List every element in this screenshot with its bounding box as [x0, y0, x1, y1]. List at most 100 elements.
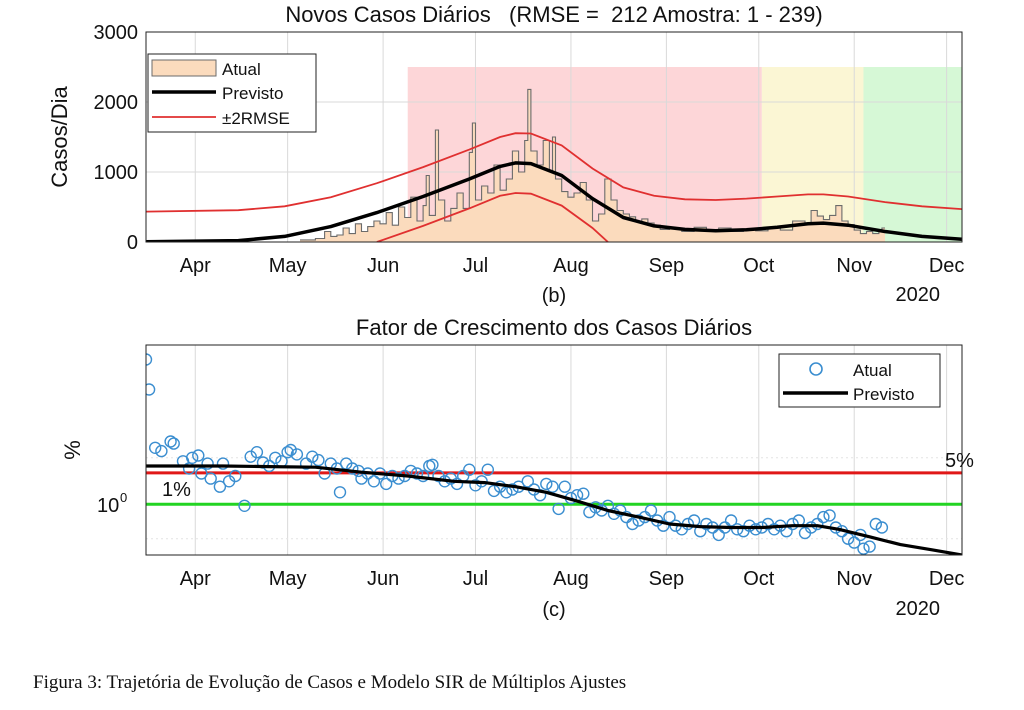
chart-c-point-9: [192, 449, 205, 462]
chart-c-point-3: [155, 444, 168, 458]
chart-b-sublabel: (b): [542, 285, 566, 307]
chart-c-point-111: [811, 517, 824, 531]
chart-c-point-10: [195, 467, 208, 480]
chart-c-point-81: [626, 517, 639, 531]
chart-c-series: [146, 353, 962, 555]
chart-c-point-58: [481, 463, 494, 476]
chart-c-point-82: [632, 514, 645, 527]
chart-c-y-tick-label-exponent: 0: [120, 490, 127, 505]
chart-b-legend-label-rmse: ±2RMSE: [222, 109, 290, 128]
chart-c-point-11: [201, 457, 214, 470]
chart-c-y-tick-labels: 10 0: [97, 490, 127, 517]
chart-b-y-tick-label-0: 0: [127, 232, 138, 254]
chart-c-reference-label-1: 1%: [162, 479, 191, 501]
chart-c-point-25: [284, 443, 297, 457]
chart-c-forecast-line: [146, 464, 962, 555]
chart-c-x-tick-label-4: Aug: [553, 568, 589, 590]
chart-c-legend-label-atual: Atual: [853, 361, 892, 380]
chart-c-point-117: [848, 536, 861, 549]
chart-c-point-29: [312, 453, 325, 467]
chart-c-point-101: [749, 523, 762, 536]
chart-c-point-16: [229, 469, 242, 483]
chart-c-point-122: [875, 521, 889, 534]
chart-c-point-8: [185, 451, 199, 464]
chart-c-point-39: [367, 475, 381, 488]
chart-c-point-70: [558, 480, 571, 493]
chart-b-axes-box: [145, 31, 963, 243]
chart-c-point-98: [731, 523, 744, 536]
chart-b-upper-bound-line: [146, 132, 962, 213]
chart-b-y-tick-labels: 0 1000 2000 3000: [94, 22, 139, 254]
chart-c-point-1: [146, 383, 156, 396]
chart-c-point-113: [823, 509, 836, 522]
chart-c-point-26: [290, 448, 304, 461]
chart-c-point-73: [577, 487, 590, 500]
chart-c-point-12: [204, 472, 217, 485]
chart-c-point-18: [244, 450, 257, 463]
chart-c-point-43: [392, 472, 405, 485]
chart-c-point-5: [167, 437, 180, 450]
chart-c-x-tick-label-7: Nov: [836, 568, 872, 590]
chart-c-point-13: [213, 480, 227, 493]
chart-b-ylabel: Casos/Dia: [47, 85, 72, 187]
chart-c-point-86: [657, 519, 670, 532]
chart-b-year-label: 2020: [896, 284, 941, 306]
chart-c-point-53: [450, 477, 464, 491]
chart-c-sublabel: (c): [542, 599, 565, 621]
chart-c-legend-box: [778, 353, 941, 408]
chart-c-x-tick-label-0: Apr: [180, 568, 211, 590]
chart-c-legend: Atual Previsto: [778, 353, 941, 408]
chart-c-point-110: [804, 521, 818, 534]
chart-c-point-120: [863, 540, 876, 553]
chart-c-point-67: [540, 477, 553, 491]
chart-c-x-tick-labels: Apr May Jun Jul Aug Sep Oct Nov Dec: [180, 568, 965, 590]
chart-c-point-104: [768, 523, 781, 536]
chart-b-x-tick-label-1: May: [269, 255, 307, 277]
chart-b-forecast-line: [146, 161, 962, 242]
chart-b-legend-swatch-atual: [151, 59, 217, 77]
chart-b-series: [146, 88, 962, 242]
chart-c-reference-label-0: 5%: [945, 450, 974, 472]
chart-b: 0 1000 2000 3000 Apr May Jun Jul Aug Sep Oct Nov De…: [47, 2, 964, 307]
chart-b-x-tick-label-4: Aug: [553, 255, 589, 277]
chart-b-x-tick-labels: Apr May Jun Jul Aug Sep Oct Nov Dec: [180, 255, 965, 277]
chart-c-legend-label-previsto: Previsto: [853, 385, 914, 404]
chart-b-actual-outline: [300, 88, 885, 241]
chart-c-point-35: [346, 462, 359, 475]
chart-b-x-tick-label-2: Jun: [367, 255, 399, 277]
chart-b-legend-label-previsto: Previsto: [222, 84, 283, 103]
chart-c-point-93: [700, 517, 713, 531]
chart-c-point-68: [546, 480, 559, 493]
chart-c-point-28: [306, 450, 319, 463]
chart-c-x-tick-label-1: May: [269, 568, 307, 590]
chart-c-y-tick-label: 10: [97, 495, 119, 517]
chart-c-point-64: [521, 475, 534, 488]
chart-b-x-tick-label-5: Sep: [649, 255, 685, 277]
chart-c-x-tick-label-3: Jul: [463, 568, 489, 590]
chart-c-x-tick-label-5: Sep: [649, 568, 685, 590]
chart-c-point-17: [238, 499, 251, 512]
chart-b-x-tick-label-0: Apr: [180, 255, 211, 277]
chart-c-point-112: [817, 510, 830, 524]
chart-c-point-69: [552, 502, 565, 516]
chart-b-x-tick-label-8: Dec: [929, 255, 965, 277]
chart-b-shaded-region-2: [863, 67, 962, 242]
chart-c-point-62: [506, 483, 519, 496]
chart-b-x-tick-label-7: Nov: [836, 255, 872, 277]
chart-c-point-27: [299, 457, 313, 470]
chart-c-axes-box: [145, 344, 963, 556]
chart-c-point-41: [380, 477, 393, 491]
chart-c-point-24: [281, 446, 294, 459]
chart-b-y-tick-label-3: 3000: [94, 22, 139, 44]
chart-c-year-label: 2020: [896, 598, 941, 620]
chart-c-x-tick-label-6: Oct: [743, 568, 775, 590]
chart-c-point-0: [146, 353, 153, 366]
chart-c-point-119: [857, 542, 870, 555]
chart-b-title: Novos Casos Diários (RMSE = 212 Amostra:…: [285, 2, 822, 27]
chart-c-point-19: [250, 446, 264, 459]
chart-c: 10 0 Apr May Jun Jul Aug Sep Oct Nov Dec Fator de…: [60, 315, 964, 621]
chart-b-y-tick-label-2: 2000: [94, 92, 139, 114]
chart-b-legend-label-atual: Atual: [222, 60, 261, 79]
chart-c-point-95: [712, 528, 725, 542]
chart-c-point-46: [410, 467, 424, 480]
